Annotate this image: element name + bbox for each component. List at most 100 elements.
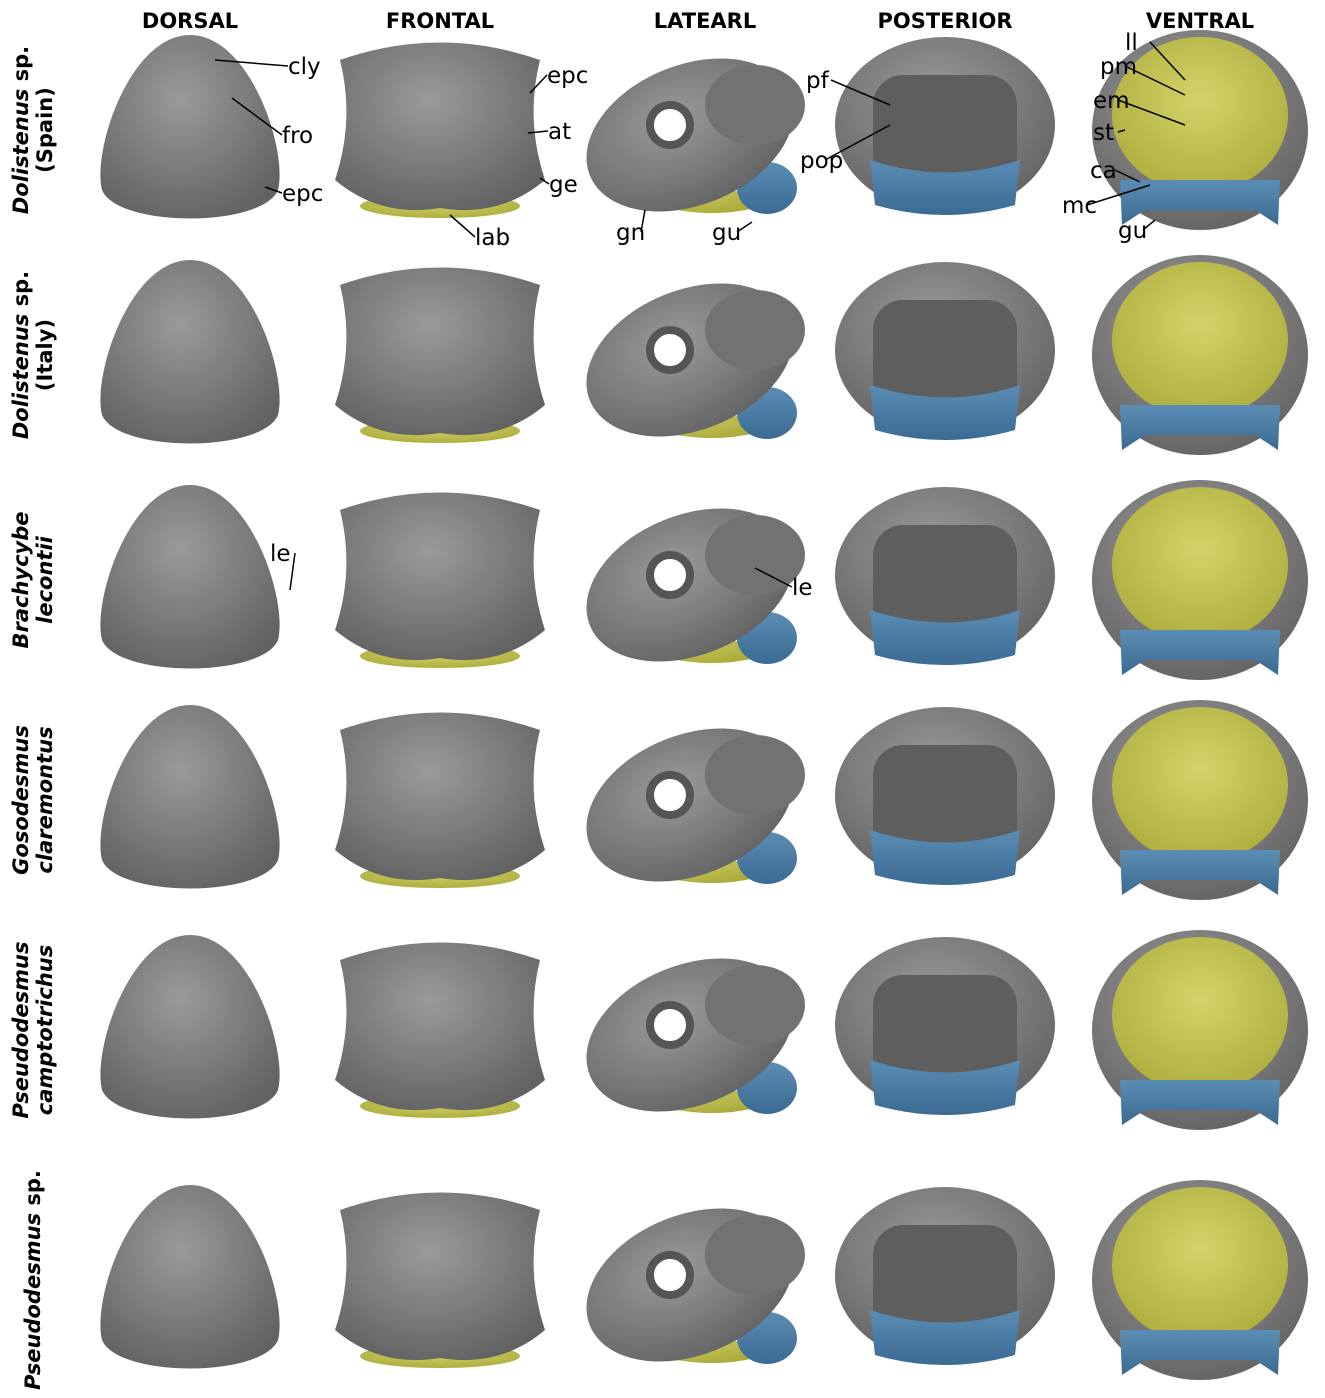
row-label-part: sp.: [9, 271, 33, 314]
frontal-head: [335, 42, 545, 211]
annotation: gu: [712, 220, 741, 246]
frontal-head: [335, 712, 545, 881]
row-label: Pseudodesmus sp.: [21, 1170, 45, 1390]
annotation: pop: [800, 148, 843, 174]
antennal-socket: [646, 1251, 694, 1299]
row-label-part: camptotrichus: [33, 945, 57, 1115]
leader-line: [214, 59, 289, 67]
gula: [870, 610, 1020, 665]
frontal-head: [335, 942, 545, 1111]
leader-line: [527, 130, 549, 134]
gula: [870, 1060, 1020, 1115]
annotation: pm: [1100, 54, 1137, 80]
gula: [870, 385, 1020, 440]
gula: [1120, 630, 1280, 675]
gnathochilarium: [1112, 707, 1288, 863]
dorsal-head: [100, 260, 280, 444]
occipital-foramen: [873, 745, 1017, 860]
annotation: pf: [806, 68, 830, 94]
dorsal-head: [100, 935, 280, 1119]
gula: [870, 830, 1020, 885]
annotation: gu: [1118, 218, 1147, 244]
gnathochilarium: [1112, 262, 1288, 418]
dorsal-head: [100, 485, 280, 669]
leader-line: [1117, 129, 1126, 133]
column-header: POSTERIOR: [877, 9, 1012, 33]
row-label-part: (Italy): [33, 319, 57, 391]
column-header: VENTRAL: [1146, 9, 1254, 33]
lateral-collum: [705, 735, 805, 815]
lateral-collum: [705, 65, 805, 145]
leader-line: [640, 209, 646, 233]
leader-line: [529, 74, 548, 94]
row-label-part: Brachycybe: [9, 511, 33, 648]
gnathochilarium: [1112, 487, 1288, 643]
row-label-part: claremontus: [33, 726, 57, 873]
annotation: mc: [1062, 193, 1097, 219]
occipital-foramen: [873, 1225, 1017, 1340]
leader-line: [736, 221, 753, 233]
row-label-part: Pseudodesmus: [9, 942, 33, 1119]
leader-line: [1142, 219, 1156, 231]
lateral-collum: [705, 1215, 805, 1295]
row-label-part: (Spain): [33, 87, 57, 173]
occipital-foramen: [873, 75, 1017, 190]
antennal-socket: [646, 101, 694, 149]
leader-line: [539, 177, 550, 185]
gula: [870, 160, 1020, 215]
annotation: st: [1093, 120, 1114, 146]
row-label-part: sp.: [21, 1170, 45, 1213]
row-label-part: Dolistenus: [9, 89, 33, 214]
gnathochilarium: [1112, 1187, 1288, 1343]
leader-line: [1086, 184, 1151, 206]
annotation: epc: [547, 63, 588, 89]
dorsal-head: [100, 35, 280, 219]
antennal-socket: [646, 551, 694, 599]
frontal-head: [335, 1192, 545, 1361]
column-header: LATEARL: [654, 9, 756, 33]
antennal-socket: [646, 771, 694, 819]
leader-line: [231, 97, 283, 136]
gula: [870, 1310, 1020, 1365]
antennal-socket: [646, 1001, 694, 1049]
column-header: DORSAL: [142, 9, 238, 33]
annotation: lab: [475, 225, 510, 251]
leader-line: [754, 567, 793, 588]
leader-line: [264, 186, 283, 194]
row-label-part: Pseudodesmus: [21, 1213, 45, 1390]
column-header: FRONTAL: [386, 9, 494, 33]
annotation: at: [548, 119, 571, 145]
leader-line: [289, 552, 296, 591]
leader-line: [824, 124, 891, 161]
gnathochilarium: [1112, 37, 1288, 193]
leader-line: [830, 79, 891, 106]
annotation: le: [792, 575, 813, 601]
lateral-collum: [705, 965, 805, 1045]
row-label: Dolistenus sp.: [9, 46, 33, 214]
gnathochilarium: [1112, 937, 1288, 1093]
frontal-head: [335, 267, 545, 436]
row-label: camptotrichus: [33, 945, 57, 1115]
row-label: Brachycybe: [9, 511, 33, 648]
row-label: Gosodesmus: [9, 725, 33, 875]
row-label-part: sp.: [9, 46, 33, 89]
leader-line: [1117, 99, 1186, 126]
annotation: epc: [282, 181, 323, 207]
annotation: ge: [549, 172, 578, 198]
leader-line: [449, 214, 476, 238]
gula: [1120, 1080, 1280, 1125]
antennal-socket: [646, 326, 694, 374]
frontal-head: [335, 492, 545, 661]
gula: [1120, 405, 1280, 450]
annotation: gn: [616, 220, 645, 246]
leader-line: [1149, 41, 1186, 81]
row-label: Pseudodesmus: [9, 942, 33, 1119]
leader-line: [1124, 65, 1186, 96]
annotation: cly: [288, 54, 321, 80]
lateral-collum: [705, 515, 805, 595]
row-label: (Italy): [33, 319, 57, 391]
dorsal-head: [100, 1185, 280, 1369]
row-label-part: lecontii: [33, 535, 57, 624]
